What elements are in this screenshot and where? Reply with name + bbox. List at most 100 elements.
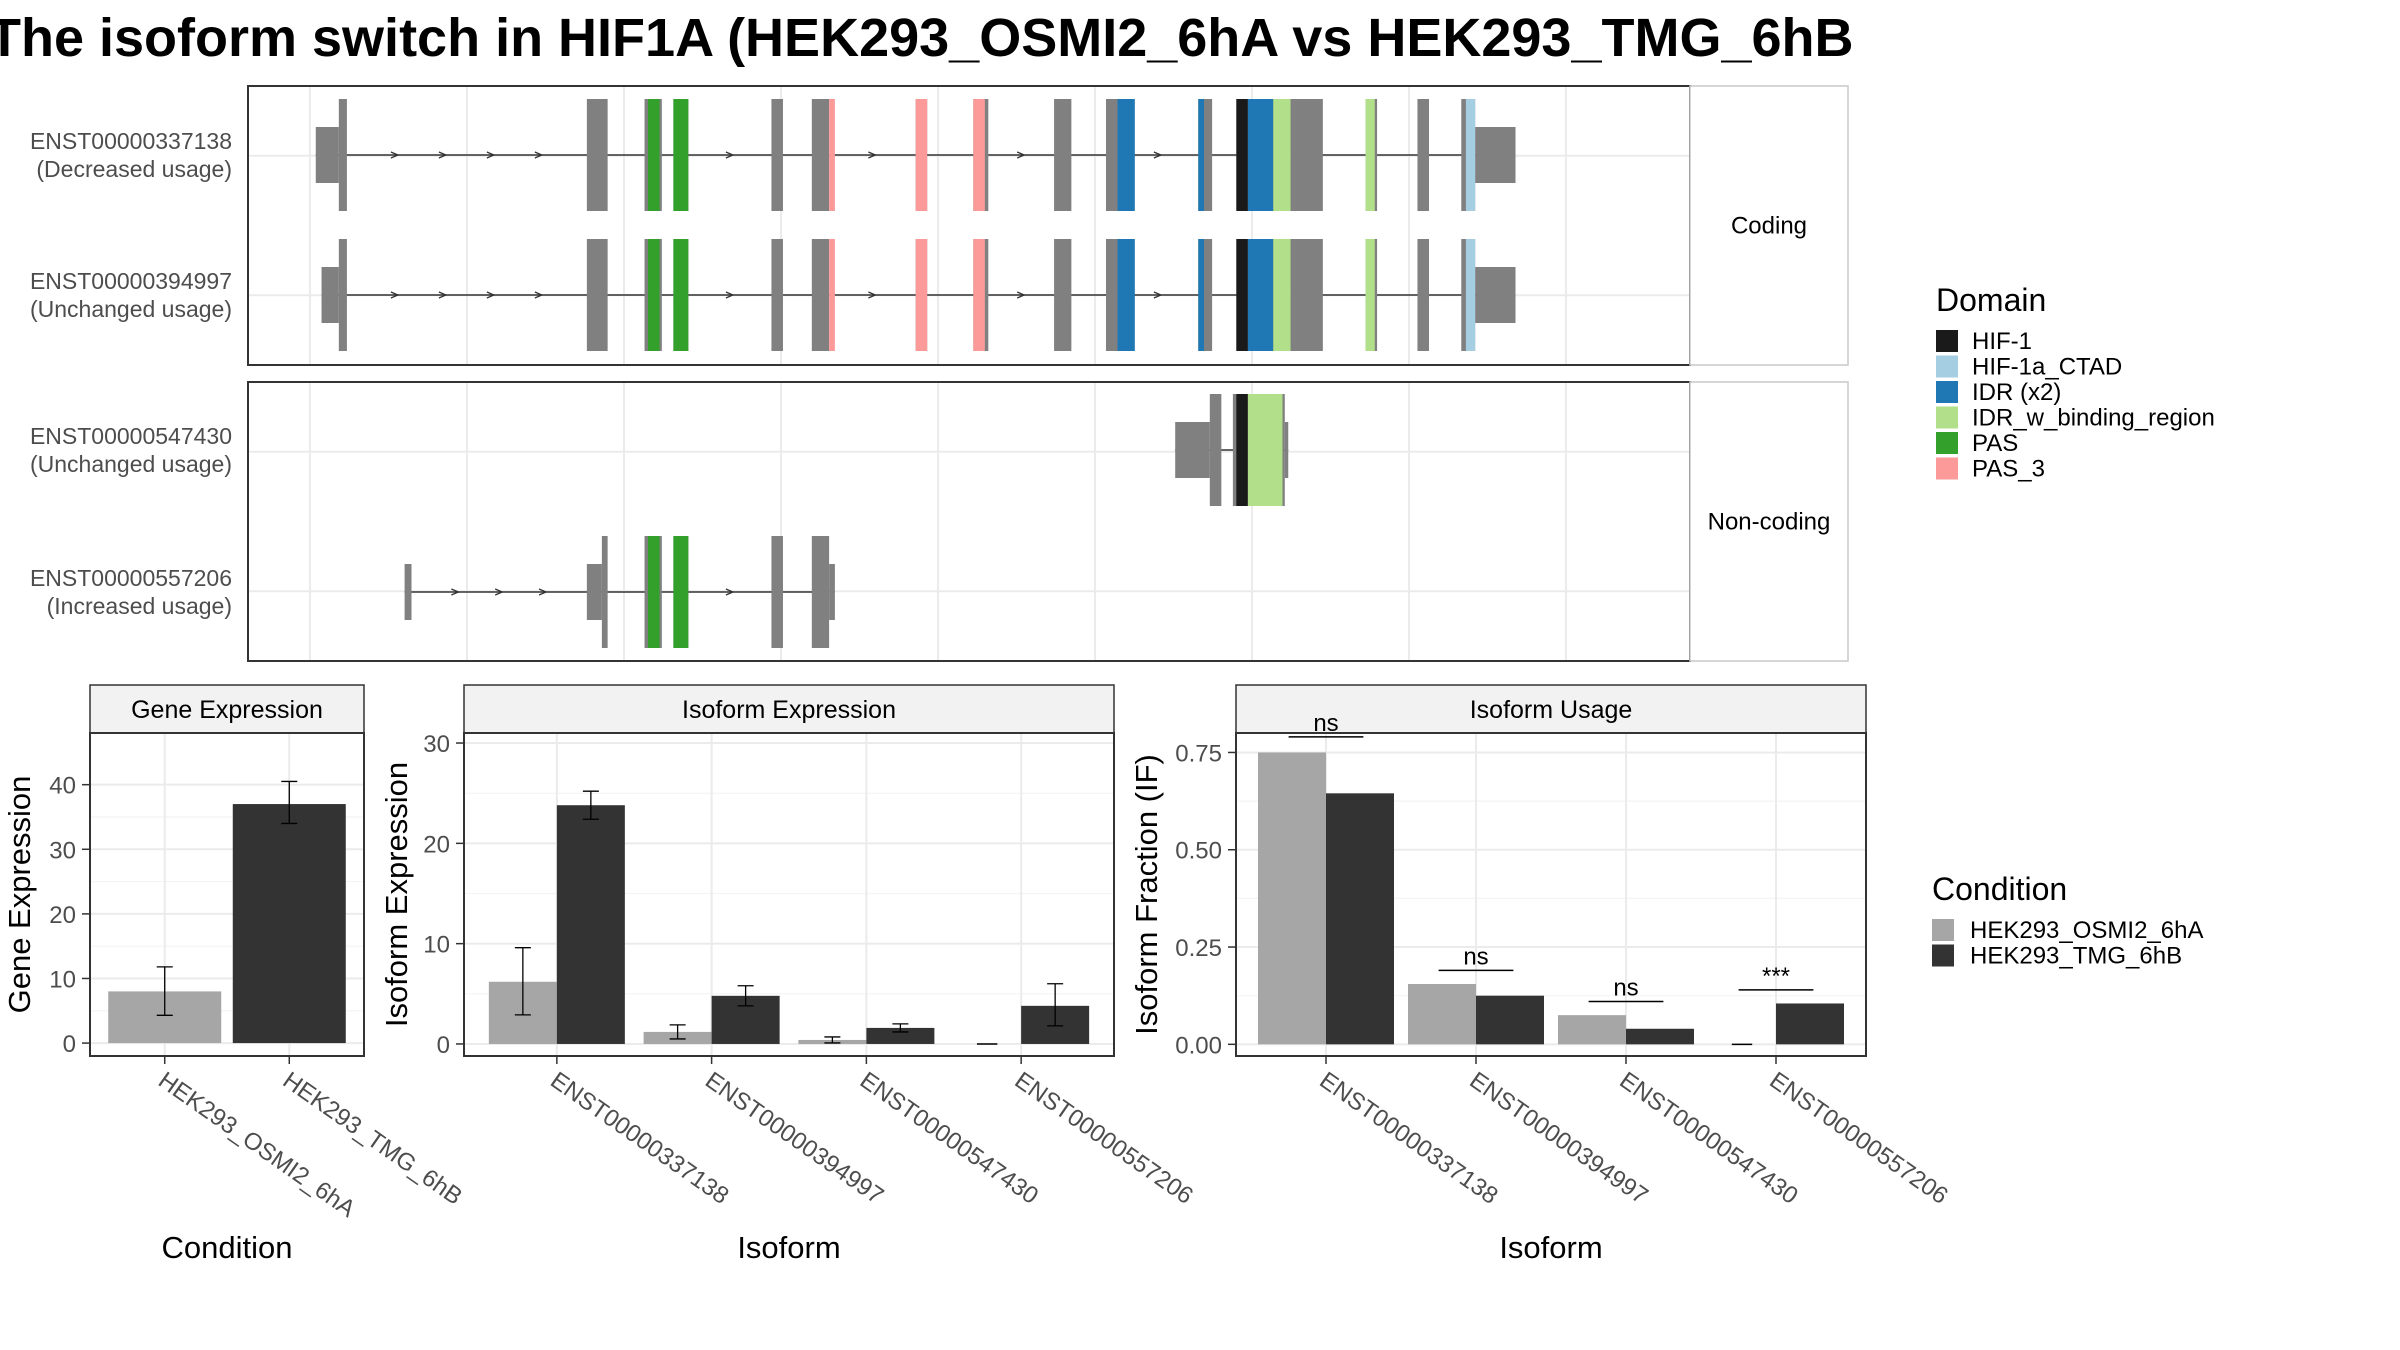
domain-block <box>673 536 689 648</box>
exon-utr <box>829 564 835 620</box>
domain-block <box>1465 99 1476 211</box>
bar-ENST00000547430-HEK293_OSMI2_6hA <box>1558 1015 1626 1045</box>
structure-facet-bg <box>248 86 1690 365</box>
intron-arrow <box>1016 151 1026 159</box>
domain-block <box>673 99 689 211</box>
domain-block <box>1247 99 1274 211</box>
facet-strip-label: Non-coding <box>1708 509 1831 536</box>
y-tick-label: 40 <box>49 773 76 800</box>
domain-block <box>1117 99 1135 211</box>
transcript-id-label: ENST00000394997 <box>30 268 232 294</box>
intron-arrow <box>725 151 735 159</box>
y-axis-title: Isoform Fraction (IF) <box>1129 754 1164 1035</box>
domain-block <box>1236 99 1248 211</box>
exon-cds <box>1417 239 1429 351</box>
exon-cds <box>1054 239 1072 351</box>
intron-arrow <box>494 588 504 596</box>
bar-ENST00000337138-HEK293_TMG_6hB <box>1326 793 1394 1045</box>
panel-title: Isoform Expression <box>682 696 896 724</box>
legend-item-label: PAS_3 <box>1972 456 2045 483</box>
exon-cds <box>338 239 347 351</box>
legend-key <box>1936 355 1958 378</box>
intron-arrow <box>1153 151 1163 159</box>
domain-block <box>1465 239 1476 351</box>
structure-facet-bg <box>248 382 1690 661</box>
exon-cds <box>811 239 830 351</box>
intron-arrow <box>868 151 878 159</box>
bar-ENST00000394997-HEK293_OSMI2_6hA <box>1408 984 1476 1045</box>
exon-cds <box>1105 239 1118 351</box>
transcript-usage-label: (Increased usage) <box>47 593 232 619</box>
y-tick-label: 10 <box>423 932 450 959</box>
domain-block <box>1247 394 1283 506</box>
domain-block <box>829 99 835 211</box>
exon-cds <box>771 99 783 211</box>
y-tick-label: 20 <box>423 831 450 858</box>
panel-title-strip <box>89 684 365 734</box>
panel-title-strip <box>1235 684 1867 734</box>
bar-ENST00000337138-HEK293_TMG_6hB <box>556 805 625 1044</box>
legend-key <box>1932 944 1954 967</box>
transcript-id-label: ENST00000337138 <box>30 128 232 154</box>
intron-arrow <box>534 151 544 159</box>
intron-arrow <box>725 588 735 596</box>
exon-cds <box>586 99 608 211</box>
y-tick-label: 0 <box>63 1031 76 1058</box>
domain-block <box>1247 239 1274 351</box>
transcript-id-label: ENST00000557206 <box>30 565 232 591</box>
domain-block <box>1198 99 1205 211</box>
intron-arrow <box>390 151 400 159</box>
legend-key <box>1936 381 1958 403</box>
y-axis-title: Gene Expression <box>2 776 37 1014</box>
bar-ENST00000547430-HEK293_TMG_6hB <box>866 1027 935 1044</box>
domain-block <box>1365 239 1375 351</box>
intron-arrow <box>438 151 448 159</box>
panel-frame <box>1235 732 1867 1057</box>
domain-block <box>648 536 660 648</box>
y-tick-label: 10 <box>49 966 76 993</box>
domain-block <box>1365 99 1375 211</box>
domain-block <box>673 239 689 351</box>
legend-key <box>1936 406 1958 429</box>
facet-strip-label: Coding <box>1731 213 1807 240</box>
legend-title: Condition <box>1932 871 2067 907</box>
exon-cds <box>1209 394 1222 506</box>
domain-block <box>1198 239 1205 351</box>
y-tick-label: 30 <box>423 731 450 758</box>
y-tick-label: 30 <box>49 837 76 864</box>
exon-cds <box>1294 239 1323 351</box>
domain-block <box>648 99 660 211</box>
legend-item-label: HEK293_TMG_6hB <box>1970 943 2182 970</box>
exon-utr <box>1284 422 1289 478</box>
domain-block <box>1236 239 1248 351</box>
exon-utr <box>1475 127 1516 183</box>
domain-block <box>1236 394 1248 506</box>
bar-ENST00000394997-HEK293_TMG_6hB <box>1476 995 1544 1045</box>
transcript-structure-panel: Coding Non-coding ENST00000337138(Decrease… <box>30 85 1849 662</box>
legend-item-label: IDR (x2) <box>1972 379 2061 406</box>
domain-block <box>1117 239 1135 351</box>
domain-block <box>973 239 985 351</box>
legend-item-label: HEK293_OSMI2_6hA <box>1970 917 2203 944</box>
figure-title: The isoform switch in HIF1A (HEK293_OSMI… <box>0 8 1854 68</box>
significance-label: *** <box>1762 963 1790 990</box>
facet-strip <box>1689 381 1849 662</box>
intron-arrow <box>1153 291 1163 299</box>
transcript-ENST00000337138: ENST00000337138(Decreased usage) <box>30 99 1516 211</box>
exon-utr <box>586 564 602 620</box>
panel-frame <box>463 732 1115 1057</box>
panel-title-strip <box>463 684 1115 734</box>
exon-utr <box>1175 422 1210 478</box>
panel-title: Isoform Usage <box>1470 696 1633 724</box>
transcript-ENST00000547430: ENST00000547430(Unchanged usage) <box>30 394 1289 506</box>
transcript-usage-label: (Decreased usage) <box>36 156 232 182</box>
exon-cds <box>771 239 783 351</box>
x-tick-label: HEK293_OSMI2_6hA <box>153 1067 360 1223</box>
exon-cds <box>601 536 608 648</box>
panel-frame <box>89 732 365 1057</box>
intron-arrow <box>486 291 496 299</box>
y-tick-label: 0.00 <box>1175 1032 1222 1059</box>
